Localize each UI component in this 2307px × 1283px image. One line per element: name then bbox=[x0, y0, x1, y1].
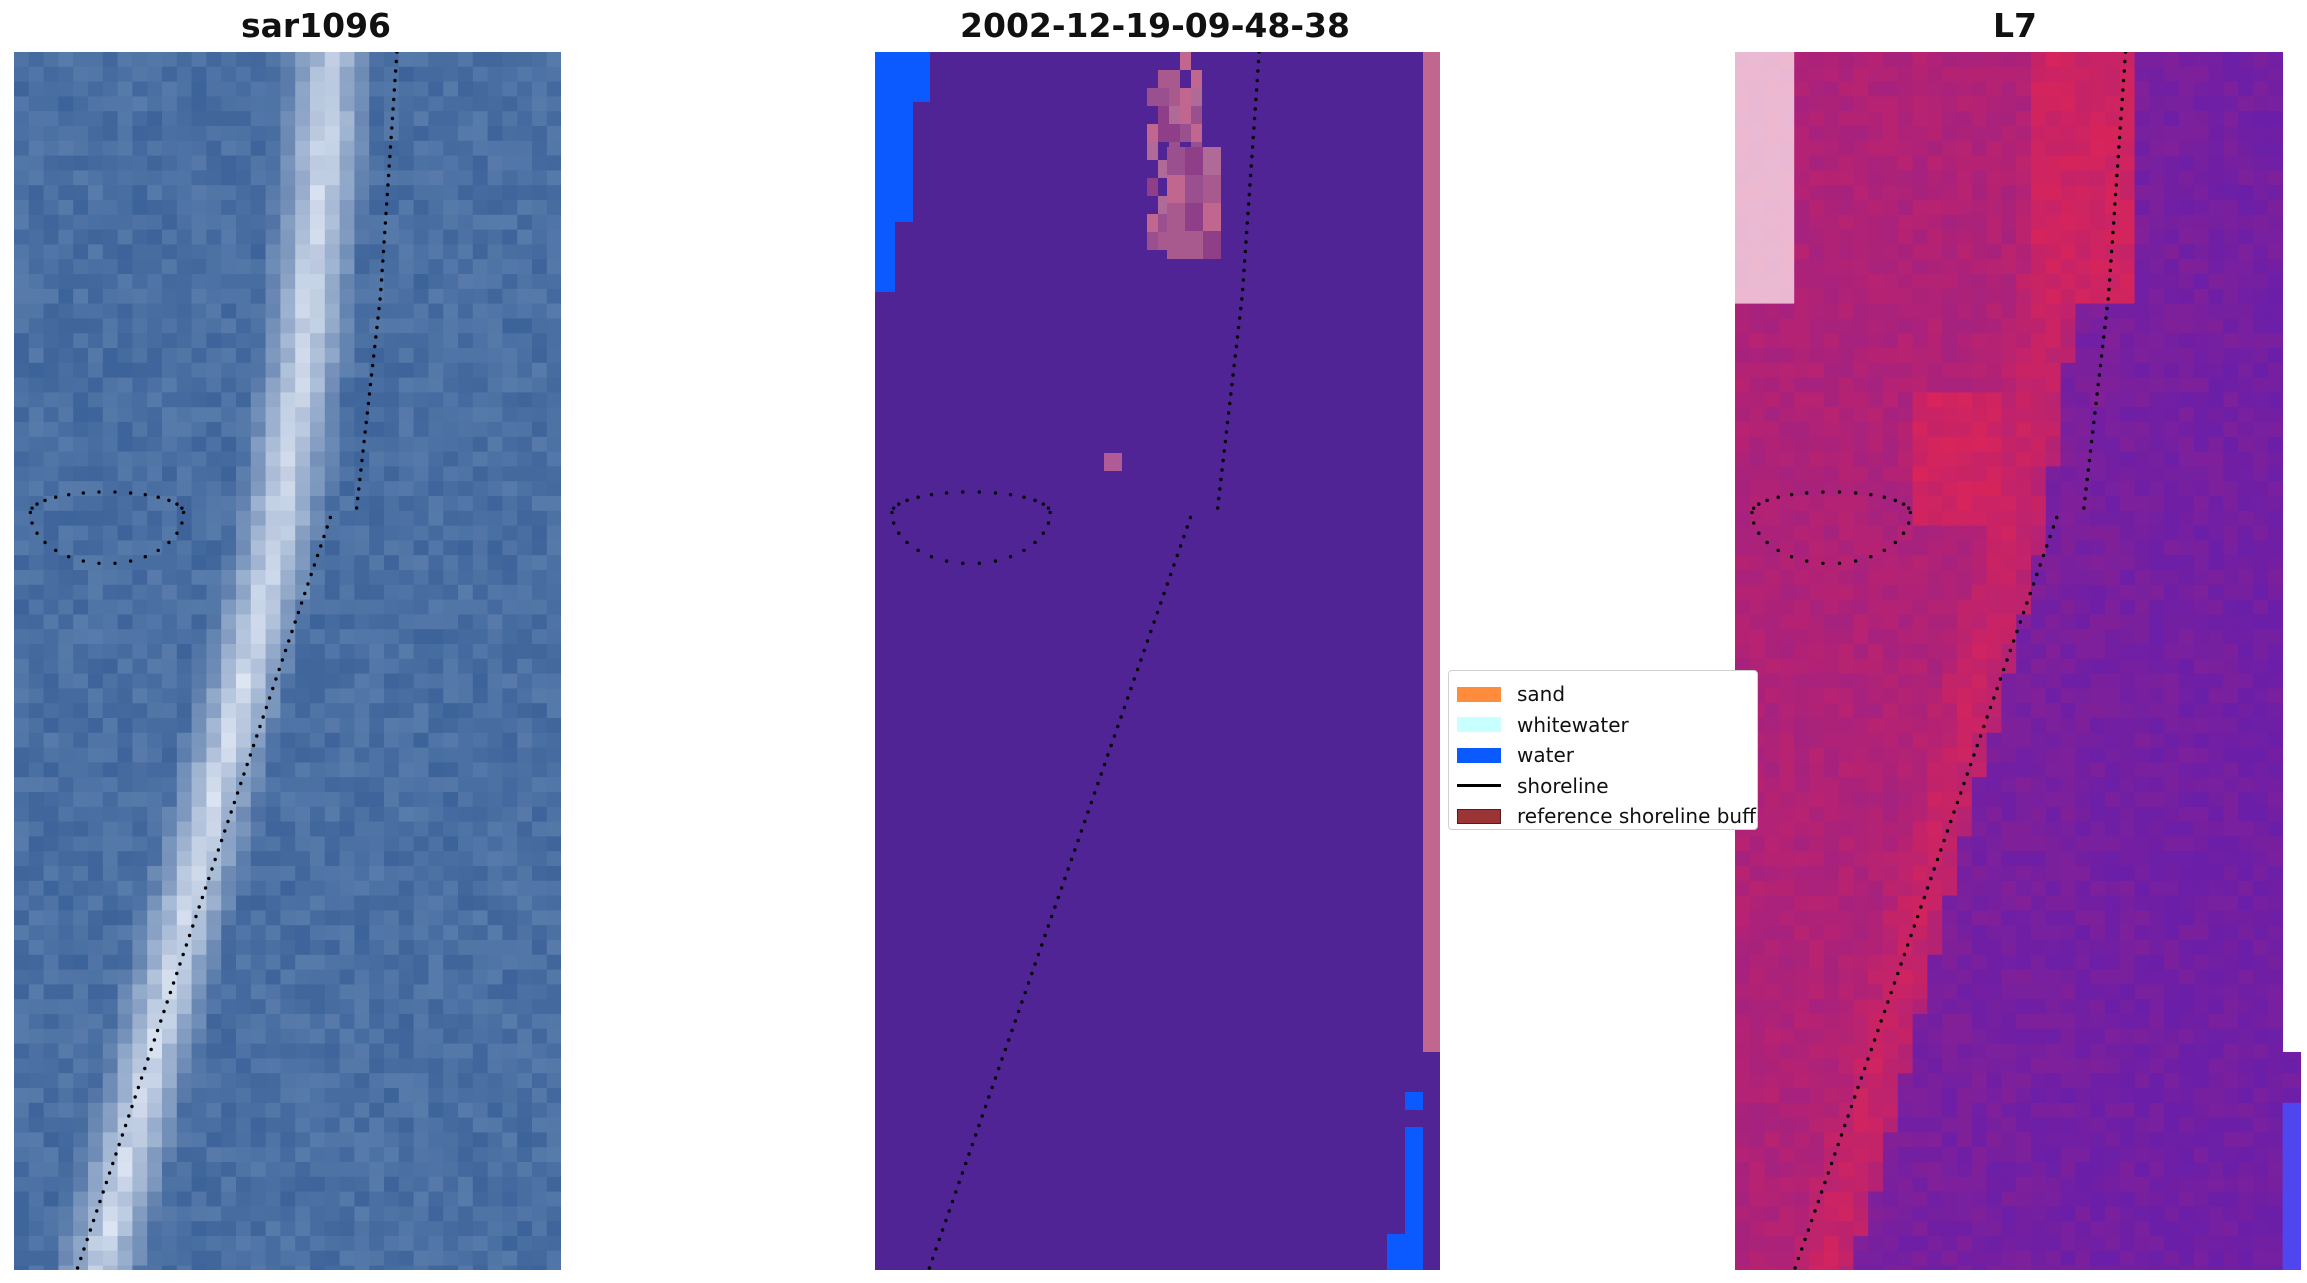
index-image bbox=[1735, 52, 2301, 1270]
index-image-panel bbox=[1735, 52, 2301, 1270]
shoreline-dots bbox=[1750, 52, 2128, 1270]
reference-buffer-swatch bbox=[1457, 808, 1501, 824]
legend: sand whitewater water shoreline referenc… bbox=[1448, 670, 1758, 830]
legend-label: whitewater bbox=[1517, 712, 1629, 737]
classified-image-panel bbox=[875, 52, 1440, 1270]
panel-title-index: L7 bbox=[1993, 6, 2037, 45]
panel-title-rgb: sar1096 bbox=[240, 6, 392, 45]
classified-image bbox=[875, 52, 1440, 1270]
sand-swatch bbox=[1457, 686, 1501, 702]
panel-title-classified: 2002-12-19-09-48-38 bbox=[960, 6, 1350, 45]
legend-item-sand: sand bbox=[1457, 679, 1757, 710]
whitewater-swatch bbox=[1457, 717, 1501, 733]
rgb-image-panel bbox=[14, 52, 561, 1270]
legend-item-water: water bbox=[1457, 740, 1757, 771]
rgb-image bbox=[14, 52, 561, 1270]
shoreline-dots bbox=[28, 52, 399, 1270]
legend-item-reference-buffer: reference shoreline buffer bbox=[1457, 801, 1758, 829]
water-swatch bbox=[1457, 747, 1501, 763]
legend-label: sand bbox=[1517, 682, 1566, 707]
shoreline-line-symbol bbox=[1457, 784, 1501, 788]
legend-label: reference shoreline buffer bbox=[1517, 804, 1758, 829]
legend-label: water bbox=[1517, 743, 1574, 768]
shoreline-dots bbox=[890, 52, 1261, 1270]
legend-label: shoreline bbox=[1517, 773, 1609, 798]
legend-item-whitewater: whitewater bbox=[1457, 710, 1757, 741]
legend-item-shoreline: shoreline bbox=[1457, 771, 1757, 802]
